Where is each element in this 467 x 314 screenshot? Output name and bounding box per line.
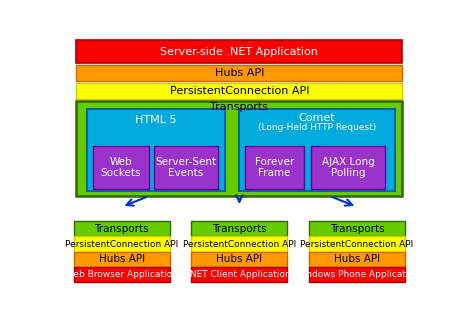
Text: Transports: Transports xyxy=(212,224,267,234)
Text: AJAX Long
Polling: AJAX Long Polling xyxy=(322,157,375,178)
Text: PersistentConnection API: PersistentConnection API xyxy=(183,240,296,249)
Bar xyxy=(77,65,402,81)
Text: Hubs API: Hubs API xyxy=(334,254,380,264)
Bar xyxy=(309,252,405,267)
Text: Hubs API: Hubs API xyxy=(99,254,145,264)
Bar xyxy=(245,146,304,189)
Text: Transports: Transports xyxy=(94,224,149,234)
Bar xyxy=(309,267,405,282)
Text: Web Browser Application: Web Browser Application xyxy=(65,270,178,279)
Text: Server-Sent
Events: Server-Sent Events xyxy=(156,157,217,178)
Text: Forever
Frame: Forever Frame xyxy=(255,157,294,178)
Bar xyxy=(77,83,402,99)
Text: .NET Client Application: .NET Client Application xyxy=(187,270,291,279)
Text: Windows Phone Application: Windows Phone Application xyxy=(295,270,419,279)
Text: Hubs API: Hubs API xyxy=(216,254,262,264)
Bar xyxy=(77,40,402,63)
Bar xyxy=(191,252,287,267)
Text: Server-side .NET Application: Server-side .NET Application xyxy=(160,46,318,57)
Bar xyxy=(87,109,225,191)
Bar xyxy=(191,236,287,252)
Bar xyxy=(74,252,170,267)
Bar xyxy=(311,146,385,189)
Text: PersistentConnection API: PersistentConnection API xyxy=(65,240,178,249)
Bar xyxy=(309,236,405,252)
Text: Web
Sockets: Web Sockets xyxy=(100,157,141,178)
Bar xyxy=(74,236,170,252)
Bar xyxy=(93,146,149,189)
Text: PersistentConnection API: PersistentConnection API xyxy=(300,240,414,249)
Text: Hubs API: Hubs API xyxy=(215,68,264,78)
Bar xyxy=(77,100,402,196)
Bar xyxy=(74,221,170,236)
Bar xyxy=(309,221,405,236)
Text: Transports: Transports xyxy=(330,224,384,234)
Text: Transports: Transports xyxy=(210,102,269,112)
Bar xyxy=(240,109,395,191)
Text: (Long-Held HTTP Request): (Long-Held HTTP Request) xyxy=(258,123,376,132)
Bar xyxy=(191,221,287,236)
Text: PersistentConnection API: PersistentConnection API xyxy=(170,86,309,96)
Text: HTML 5: HTML 5 xyxy=(135,115,177,125)
Text: Comet: Comet xyxy=(299,113,335,123)
Bar xyxy=(191,267,287,282)
Bar xyxy=(154,146,218,189)
Bar xyxy=(74,267,170,282)
